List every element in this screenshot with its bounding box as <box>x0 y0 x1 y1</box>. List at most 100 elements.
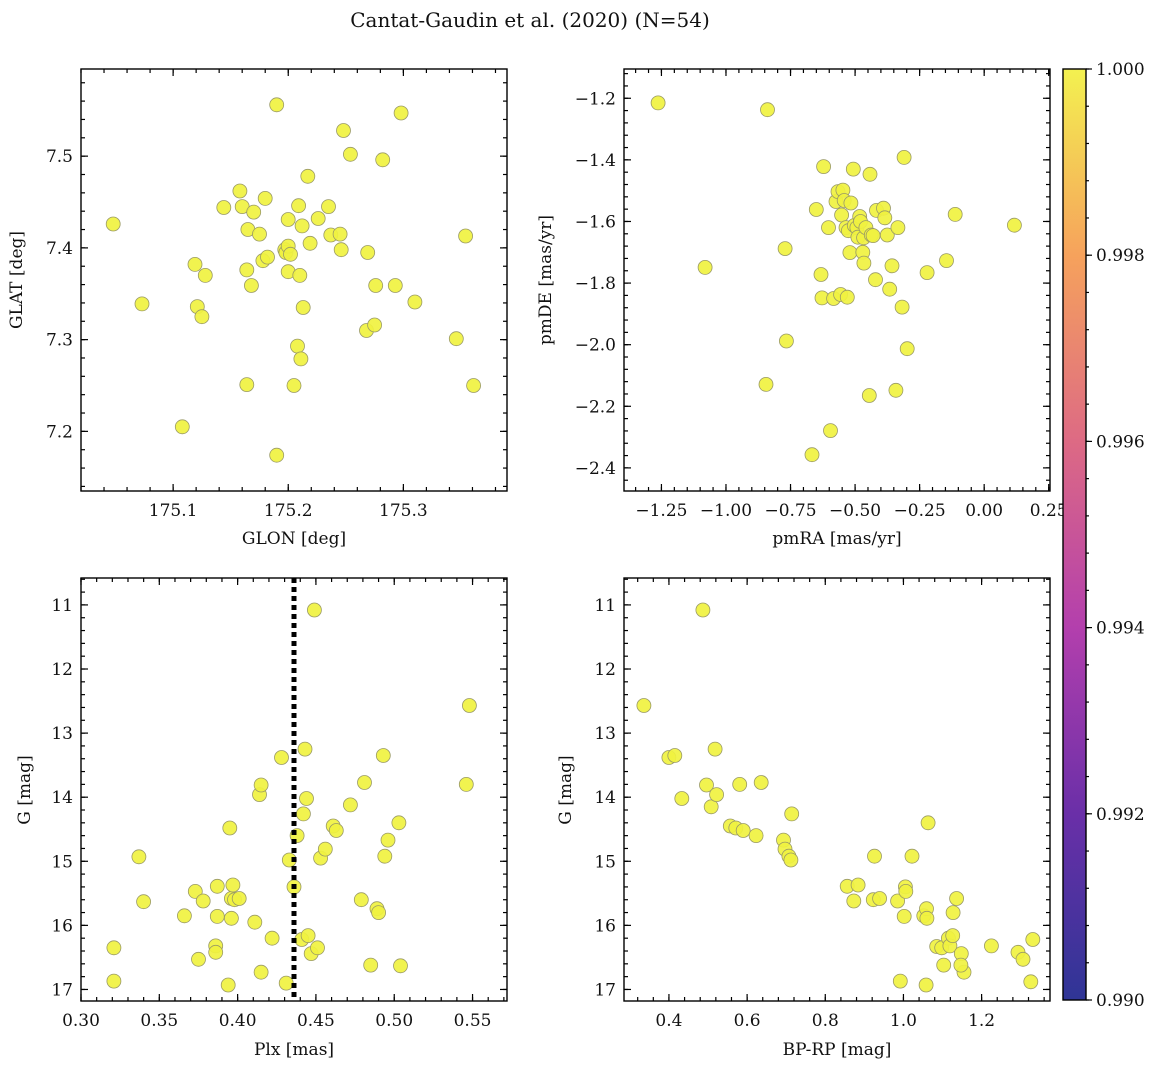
data-point <box>294 218 310 234</box>
y-tick-label: 14 <box>51 788 73 808</box>
data-point <box>291 198 307 214</box>
data-point <box>850 877 866 893</box>
data-point <box>187 884 203 899</box>
x-tick-label: 175.3 <box>379 501 428 521</box>
data-point <box>380 832 396 848</box>
x-tick-label: 0.35 <box>140 1011 178 1031</box>
data-point <box>253 964 269 980</box>
data-point <box>936 957 952 973</box>
y-tick-label: 7.4 <box>46 239 73 259</box>
y-tick-label: −1.2 <box>575 89 616 109</box>
data-point <box>695 602 711 618</box>
y-tick-label: 17 <box>594 980 616 1000</box>
data-point <box>195 893 211 909</box>
colorbar-tick-label: 0.996 <box>1096 432 1145 452</box>
panel-plx: 0.30 0.35 0.40 0.45 0.50 0.55 11 12 13 14 15 16 17 Pl… <box>15 577 508 1060</box>
data-point <box>232 183 248 199</box>
y-tick-label: −2.0 <box>575 336 616 356</box>
data-point <box>862 166 878 182</box>
data-point <box>919 910 935 926</box>
panels: 175.1 175.2 175.3 7.2 7.3 7.4 7.5 GLON [deg] GLA… <box>7 68 1068 1060</box>
data-point <box>191 951 206 967</box>
data-point <box>239 262 255 278</box>
y-tick-label: 13 <box>594 724 616 744</box>
data-point <box>898 884 914 899</box>
data-point <box>391 815 407 831</box>
data-point <box>368 278 384 293</box>
data-point <box>823 423 838 439</box>
data-point <box>197 267 213 283</box>
data-point <box>845 161 861 177</box>
data-point <box>283 246 298 262</box>
colorbar-tick-label: 0.998 <box>1096 246 1145 266</box>
data-point <box>209 878 225 894</box>
x-axis-label: pmRA [mas/yr] <box>772 529 901 549</box>
data-point <box>342 797 358 813</box>
data-point <box>231 891 247 906</box>
y-tick-label: −1.4 <box>575 151 616 171</box>
data-point <box>360 245 376 260</box>
data-point <box>278 975 294 991</box>
data-point <box>904 848 920 864</box>
data-point <box>274 750 289 765</box>
data-point <box>387 278 403 293</box>
data-point <box>247 914 263 930</box>
data-point <box>834 207 849 223</box>
data-point <box>357 775 372 790</box>
data-point <box>816 159 831 175</box>
data-point <box>882 281 898 297</box>
data-point <box>953 957 969 973</box>
data-point <box>884 258 900 274</box>
data-point <box>843 195 859 211</box>
data-point <box>269 97 285 113</box>
y-tick-label: 7.2 <box>46 422 73 442</box>
axes-frame <box>80 68 508 492</box>
axes-frame <box>80 577 508 1002</box>
data-point <box>896 149 912 165</box>
y-tick-label: 14 <box>594 788 616 808</box>
data-point <box>1023 974 1039 990</box>
data-point <box>758 376 774 392</box>
data-point <box>888 382 904 398</box>
data-point <box>321 199 336 215</box>
y-tick-label: 12 <box>51 660 73 680</box>
data-point <box>332 226 348 242</box>
data-point <box>286 378 302 393</box>
data-point <box>753 775 769 790</box>
data-point <box>813 267 829 282</box>
axes-frame <box>623 577 1051 1002</box>
data-point <box>868 272 883 288</box>
data-point <box>466 378 482 393</box>
data-point <box>939 253 954 269</box>
data-point <box>732 777 748 792</box>
x-axis-label: GLON [deg] <box>242 529 346 549</box>
data-point <box>293 351 309 367</box>
data-point <box>187 256 203 272</box>
x-tick-label: 0.40 <box>219 1011 257 1031</box>
data-point <box>890 220 906 236</box>
data-point <box>748 828 764 843</box>
data-point <box>899 341 915 357</box>
data-point <box>779 333 794 349</box>
data-point <box>1015 951 1031 967</box>
x-tick-label: 0.55 <box>454 1011 492 1031</box>
data-point <box>760 102 775 118</box>
x-tick-label: −0.50 <box>829 501 881 521</box>
x-tick-label: 0.8 <box>812 1011 839 1031</box>
data-point <box>317 841 333 857</box>
data-point <box>697 259 713 275</box>
data-point <box>890 893 905 909</box>
data-point <box>290 338 305 354</box>
data-point <box>134 296 150 312</box>
data-point <box>842 245 858 261</box>
x-tick-label: −1.25 <box>635 501 687 521</box>
x-tick-label: 0.25 <box>1030 501 1068 521</box>
data-point <box>209 909 225 924</box>
x-tick-label: 1.2 <box>968 1011 995 1031</box>
data-point <box>1007 217 1022 233</box>
y-tick-label: 17 <box>51 980 73 1000</box>
y-tick-label: 11 <box>594 596 616 616</box>
data-point <box>777 241 793 257</box>
y-tick-label: 15 <box>51 852 73 872</box>
